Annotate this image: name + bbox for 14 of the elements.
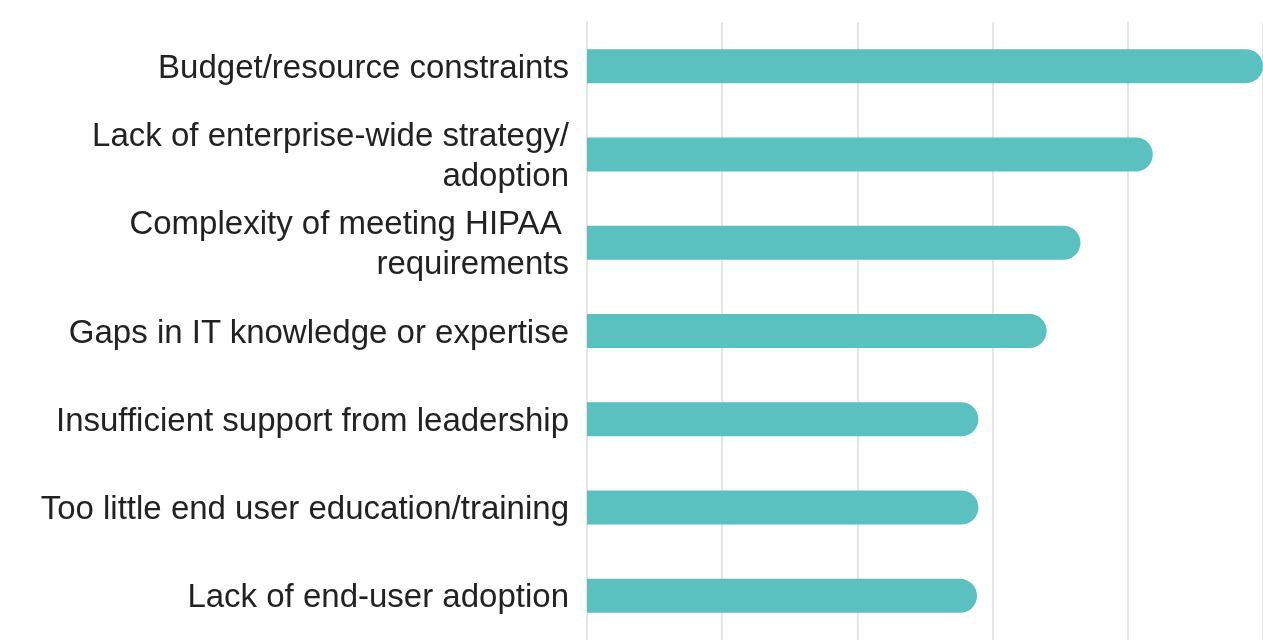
y-tick-label: Complexity of meeting HIPAA requirements — [129, 204, 569, 282]
bar — [587, 137, 1153, 172]
y-tick-label: Too little end user education/training — [40, 489, 569, 527]
y-tick-label: Budget/resource constraints — [158, 47, 569, 85]
bar — [587, 578, 978, 613]
y-tick-label: Insufficient support from leadership — [56, 400, 569, 438]
y-tick-label: Lack of enterprise-wide strategy/adoption — [92, 115, 570, 193]
y-tick-label: Lack of end-user adoption — [187, 577, 569, 615]
bar — [587, 49, 1263, 84]
y-tick-label: Gaps in IT knowledge or expertise — [68, 312, 569, 350]
bar — [587, 314, 1047, 348]
bar — [587, 490, 979, 525]
bar — [587, 402, 979, 437]
bar — [587, 225, 1081, 260]
